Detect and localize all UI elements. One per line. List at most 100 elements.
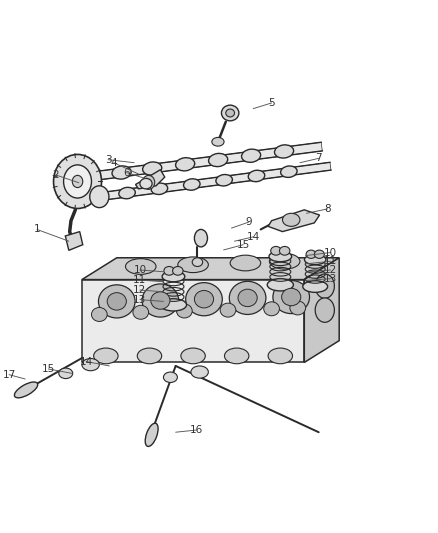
Ellipse shape xyxy=(306,250,316,259)
Ellipse shape xyxy=(290,301,306,315)
Ellipse shape xyxy=(264,302,279,316)
Ellipse shape xyxy=(273,280,310,313)
Text: 13: 13 xyxy=(324,274,337,284)
Text: 17: 17 xyxy=(3,370,16,379)
Ellipse shape xyxy=(279,246,290,255)
Text: 14: 14 xyxy=(247,232,260,242)
Ellipse shape xyxy=(216,174,233,186)
Text: 4: 4 xyxy=(110,158,117,168)
Ellipse shape xyxy=(99,285,135,318)
Ellipse shape xyxy=(53,155,102,208)
Ellipse shape xyxy=(222,105,239,121)
Ellipse shape xyxy=(269,251,292,262)
Ellipse shape xyxy=(281,166,297,177)
Ellipse shape xyxy=(315,274,334,298)
Ellipse shape xyxy=(194,229,208,247)
Ellipse shape xyxy=(142,284,179,317)
Ellipse shape xyxy=(173,266,183,275)
Text: 10: 10 xyxy=(324,247,337,257)
Polygon shape xyxy=(99,163,331,200)
Ellipse shape xyxy=(94,348,118,364)
Ellipse shape xyxy=(90,186,109,208)
Ellipse shape xyxy=(230,255,261,271)
Ellipse shape xyxy=(178,257,208,272)
Ellipse shape xyxy=(151,183,168,195)
Ellipse shape xyxy=(163,372,177,383)
Ellipse shape xyxy=(82,359,99,371)
Ellipse shape xyxy=(303,281,328,293)
Ellipse shape xyxy=(160,299,187,311)
Polygon shape xyxy=(268,210,320,232)
Text: 12: 12 xyxy=(324,265,337,275)
Ellipse shape xyxy=(137,348,162,364)
Text: 9: 9 xyxy=(246,217,252,227)
Ellipse shape xyxy=(192,258,203,266)
Ellipse shape xyxy=(164,266,174,275)
Ellipse shape xyxy=(275,145,293,158)
Text: 10: 10 xyxy=(133,265,146,275)
Ellipse shape xyxy=(107,293,127,310)
Ellipse shape xyxy=(176,158,195,171)
Polygon shape xyxy=(82,280,304,362)
Ellipse shape xyxy=(283,213,300,227)
Polygon shape xyxy=(65,232,83,251)
Ellipse shape xyxy=(191,366,208,378)
Ellipse shape xyxy=(181,348,205,364)
Ellipse shape xyxy=(229,281,266,314)
Ellipse shape xyxy=(220,303,236,317)
Ellipse shape xyxy=(268,348,293,364)
Text: 7: 7 xyxy=(315,154,322,163)
Ellipse shape xyxy=(248,170,265,182)
Ellipse shape xyxy=(238,289,257,306)
Ellipse shape xyxy=(140,179,152,189)
Ellipse shape xyxy=(304,255,326,264)
Ellipse shape xyxy=(126,259,156,274)
Text: 2: 2 xyxy=(53,170,59,180)
Polygon shape xyxy=(135,169,165,189)
Text: 13: 13 xyxy=(133,295,147,305)
Ellipse shape xyxy=(59,368,73,378)
Ellipse shape xyxy=(143,162,162,175)
Ellipse shape xyxy=(226,109,234,117)
Polygon shape xyxy=(82,258,339,280)
Ellipse shape xyxy=(314,250,324,259)
Text: 11: 11 xyxy=(324,256,337,266)
Ellipse shape xyxy=(271,246,281,255)
Ellipse shape xyxy=(212,138,224,146)
Ellipse shape xyxy=(145,423,158,447)
Ellipse shape xyxy=(64,165,92,198)
Text: 12: 12 xyxy=(133,285,147,295)
Ellipse shape xyxy=(92,308,107,321)
Ellipse shape xyxy=(225,348,249,364)
Text: 16: 16 xyxy=(190,425,203,435)
Text: 8: 8 xyxy=(324,204,331,214)
Ellipse shape xyxy=(72,175,83,188)
Polygon shape xyxy=(86,142,322,181)
Ellipse shape xyxy=(119,187,135,199)
Text: 11: 11 xyxy=(133,275,147,285)
Ellipse shape xyxy=(186,282,223,316)
Text: 5: 5 xyxy=(268,98,275,108)
Ellipse shape xyxy=(162,271,185,282)
Ellipse shape xyxy=(194,290,214,308)
Text: 3: 3 xyxy=(105,155,111,165)
Text: 14: 14 xyxy=(80,357,93,367)
Text: 15: 15 xyxy=(42,364,55,374)
Text: 1: 1 xyxy=(34,224,40,235)
Ellipse shape xyxy=(241,149,261,163)
Ellipse shape xyxy=(315,298,334,322)
Ellipse shape xyxy=(14,382,38,398)
Ellipse shape xyxy=(184,179,200,190)
Ellipse shape xyxy=(112,166,131,179)
Polygon shape xyxy=(304,258,339,362)
Ellipse shape xyxy=(151,292,170,309)
Ellipse shape xyxy=(269,253,300,269)
Ellipse shape xyxy=(267,279,293,291)
Ellipse shape xyxy=(208,154,228,167)
Text: 6: 6 xyxy=(124,168,130,177)
Ellipse shape xyxy=(133,305,148,319)
Ellipse shape xyxy=(142,175,155,189)
Ellipse shape xyxy=(282,288,301,306)
Ellipse shape xyxy=(177,304,192,318)
Text: 15: 15 xyxy=(237,240,250,249)
